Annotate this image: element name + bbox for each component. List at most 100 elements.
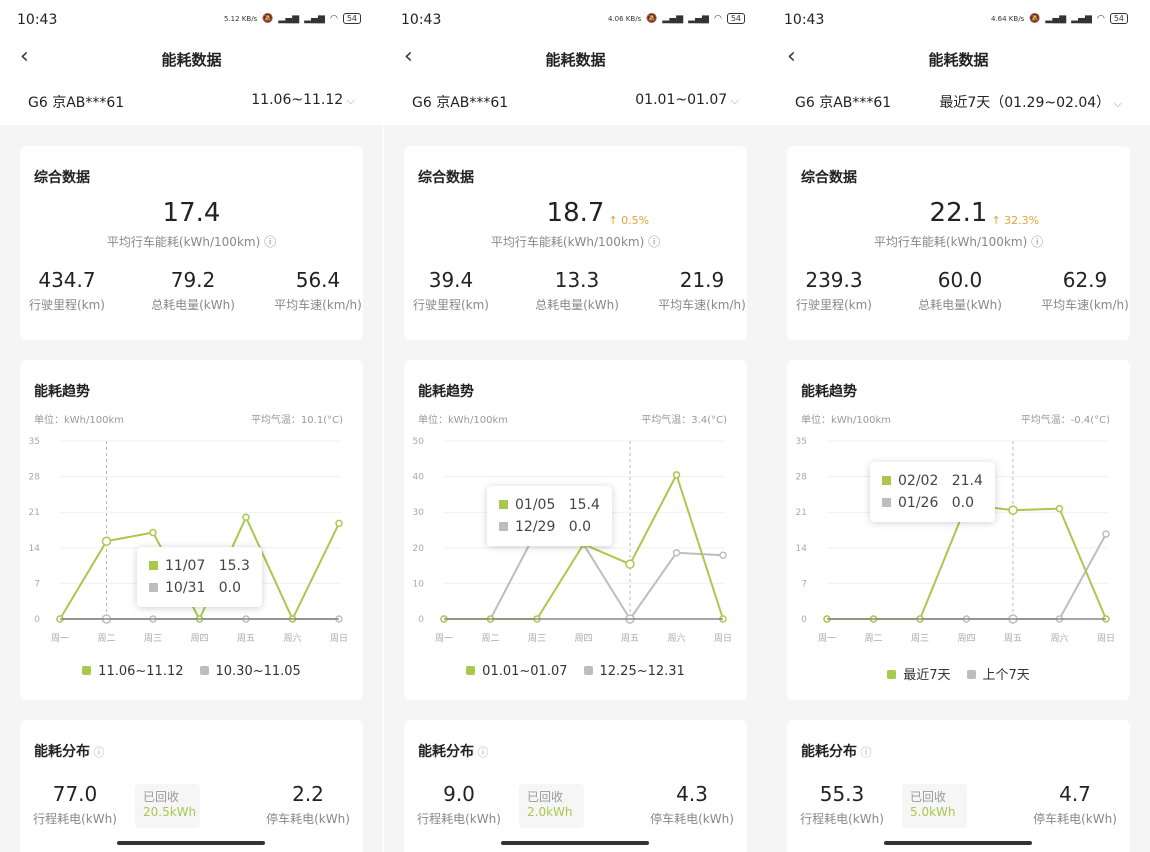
card-title: 能耗趋势 [418, 384, 474, 400]
status-time: 10:43 [784, 12, 825, 28]
title-text: 能耗分布 [34, 744, 90, 760]
wifi-icon: ◠ [329, 13, 338, 24]
y-tick-label: 7 [34, 579, 40, 589]
back-button[interactable]: ‹ [404, 44, 413, 69]
home-indicator[interactable] [884, 841, 1032, 845]
date-range-selector[interactable]: 11.06~11.12 ⌵ [251, 92, 355, 108]
x-tick-label: 周二 [97, 633, 115, 644]
status-bar-icons: 4.64 KB/s 🔕 ▂▄▆ ▂▄▆ ◠ 54 [991, 13, 1128, 24]
help-icon[interactable]: ⓘ [474, 746, 489, 759]
home-indicator[interactable] [501, 841, 649, 845]
tooltip-date: 12/29 [515, 519, 556, 535]
summary-card: 综合数据 18.7 ↑ 0.5% 平均行车能耗(kWh/100km) ⓘ 39.4… [404, 146, 747, 340]
x-tick-label: 周六 [667, 632, 685, 644]
legend-label: 12.25~12.31 [599, 664, 685, 679]
x-tick-label: 周三 [911, 633, 929, 644]
header: 10:43 4.06 KB/s 🔕 ▂▄▆ ▂▄▆ ◠ 54 ‹ 能耗数据 G6… [384, 0, 767, 125]
back-button[interactable]: ‹ [787, 44, 796, 69]
stat-0: 434.7 行驶里程(km) [29, 268, 105, 313]
recovered-badge: 已回收 20.5kWh [135, 784, 200, 828]
home-indicator[interactable] [117, 841, 265, 845]
wifi-icon: ◠ [713, 13, 722, 24]
avg-consumption-label: 平均行车能耗(kWh/100km) ⓘ [404, 233, 747, 250]
data-point [672, 471, 681, 479]
tooltip-value: 0.0 [568, 519, 591, 535]
stat-1: 79.2 总耗电量(kWh) [151, 268, 235, 313]
y-tick-label: 0 [34, 615, 40, 625]
trend-chart[interactable]: 0 10 20 30 40 50 周一 周二 周三 周四 周五 周六 周日 [404, 360, 747, 660]
trip-value: 55.3 [819, 782, 865, 806]
y-tick-label: 28 [29, 473, 41, 483]
y-tick-label: 21 [796, 508, 807, 518]
tooltip-value: 0.0 [951, 495, 974, 511]
help-icon[interactable]: ⓘ [90, 746, 105, 759]
chart-legend: 最近7天 上个7天 [787, 664, 1130, 683]
x-tick-label: 周日 [1097, 633, 1115, 644]
vehicle-selector[interactable]: G6 京AB***61 [412, 95, 509, 111]
legend-item-current[interactable]: 11.06~11.12 [82, 664, 184, 679]
data-point [625, 559, 635, 569]
page-title: 能耗数据 [161, 51, 222, 69]
x-tick-label: 周一 [51, 633, 69, 644]
title-text: 能耗分布 [801, 744, 857, 760]
status-time: 10:43 [17, 12, 58, 28]
help-icon[interactable]: ⓘ [644, 235, 661, 249]
vehicle-selector[interactable]: G6 京AB***61 [795, 95, 892, 111]
legend-item-previous[interactable]: 上个7天 [966, 664, 1030, 683]
date-range-selector[interactable]: 最近7天（01.29~02.04） ⌵ [939, 92, 1122, 112]
x-tick-label: 周一 [818, 633, 836, 644]
card-title: 能耗趋势 [801, 384, 857, 400]
back-button[interactable]: ‹ [20, 44, 29, 69]
help-icon[interactable]: ⓘ [857, 746, 872, 759]
chevron-down-icon: ⌵ [343, 94, 355, 107]
tooltip-date: 02/02 [898, 473, 939, 489]
date-range-selector[interactable]: 01.01~01.07 ⌵ [635, 92, 739, 108]
parking-value: 2.2 [292, 782, 324, 806]
wifi-icon: ◠ [1096, 13, 1105, 24]
phone-screen: 10:43 4.64 KB/s 🔕 ▂▄▆ ▂▄▆ ◠ 54 ‹ 能耗数据 G6… [767, 0, 1150, 852]
distribution-card: 能耗分布 ⓘ 77.0 行程耗电(kWh) 已回收 20.5kWh 2.2 停车… [20, 720, 363, 852]
card-title: 综合数据 [801, 170, 857, 186]
trend-chart[interactable]: 0 7 14 21 28 35 周一 周二 周三 周四 周五 周六 周日 [20, 360, 363, 660]
x-tick-label: 周一 [435, 633, 453, 644]
trip-value: 77.0 [52, 782, 98, 806]
y-tick-label: 40 [413, 473, 425, 483]
battery-icon: 54 [1109, 13, 1128, 24]
trend-chart[interactable]: 0 7 14 21 28 35 周一 周二 周三 周四 周五 周六 周日 [787, 360, 1130, 660]
data-point [1102, 530, 1110, 538]
header: 10:43 4.64 KB/s 🔕 ▂▄▆ ▂▄▆ ◠ 54 ‹ 能耗数据 G6… [767, 0, 1150, 125]
tooltip-value: 0.0 [218, 580, 241, 596]
stat-0: 239.3 行驶里程(km) [796, 268, 872, 313]
legend-swatch [499, 500, 508, 509]
data-point [149, 528, 157, 537]
distribution-card: 能耗分布 ⓘ 55.3 行程耗电(kWh) 已回收 5.0kWh 4.7 停车耗… [787, 720, 1130, 852]
recovered-label: 已回收 [910, 790, 947, 804]
signal-icon: ▂▄▆ [1045, 13, 1067, 24]
status-bar-icons: 4.06 KB/s 🔕 ▂▄▆ ▂▄▆ ◠ 54 [608, 13, 745, 24]
avg-consumption: 17.4 [20, 198, 363, 228]
unit-label: 单位：kWh/100km [34, 415, 125, 426]
x-tick-label: 周三 [144, 633, 162, 644]
card-title: 能耗趋势 [34, 384, 90, 400]
tooltip-date: 11/07 [165, 558, 206, 574]
parking-value: 4.3 [676, 782, 708, 806]
vehicle-selector[interactable]: G6 京AB***61 [28, 95, 125, 111]
y-tick-label: 20 [413, 544, 425, 554]
data-point [242, 513, 250, 522]
legend-item-previous[interactable]: 12.25~12.31 [583, 664, 685, 679]
legend-item-current[interactable]: 最近7天 [887, 664, 951, 683]
stat-0: 39.4 行驶里程(km) [413, 268, 489, 313]
legend-swatch [882, 476, 891, 485]
phone-screen: 10:43 5.12 KB/s 🔕 ▂▄▆ ▂▄▆ ◠ 54 ‹ 能耗数据 G6… [0, 0, 383, 852]
label-text: 平均行车能耗(kWh/100km) [106, 235, 261, 249]
change-indicator: ↑ 32.3% [991, 214, 1040, 227]
help-icon[interactable]: ⓘ [1027, 235, 1044, 249]
trip-value: 9.0 [443, 782, 475, 806]
stat-value: 21.9 [679, 268, 725, 292]
help-icon[interactable]: ⓘ [260, 235, 277, 249]
legend-item-previous[interactable]: 10.30~11.05 [199, 664, 301, 679]
mute-icon: 🔕 [646, 13, 658, 24]
legend-item-current[interactable]: 01.01~01.07 [466, 664, 568, 679]
trip-consumption: 55.3 行程耗电(kWh) [787, 782, 897, 827]
recovered-value: 2.0kWh [527, 805, 573, 819]
